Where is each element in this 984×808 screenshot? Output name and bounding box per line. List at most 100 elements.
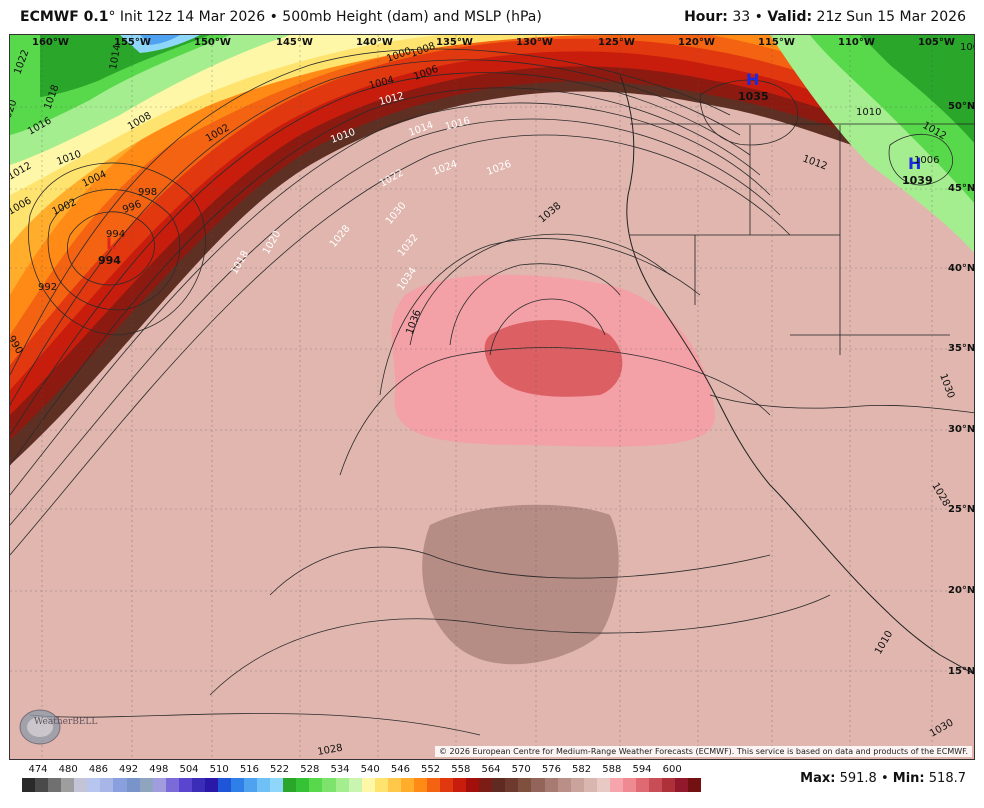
colorbar-segment bbox=[204, 778, 218, 792]
colorbar-label: 570 bbox=[511, 764, 531, 775]
colorbar-label: 504 bbox=[179, 764, 199, 775]
isobar-1008-arc bbox=[10, 102, 771, 496]
hour-value: 33 bbox=[732, 9, 751, 25]
colorbar-segment bbox=[257, 778, 271, 792]
colorbar-label: 552 bbox=[421, 764, 441, 775]
isobar-low-998 bbox=[28, 162, 206, 336]
isobar-1000-arc bbox=[10, 48, 731, 376]
lat-20n: 20°N bbox=[948, 585, 975, 596]
colorbar-segment bbox=[152, 778, 166, 792]
max-min-readout: Max: 591.8 • Min: 518.7 bbox=[800, 771, 966, 786]
graticule bbox=[10, 35, 974, 759]
colorbar-segment bbox=[440, 778, 454, 792]
latitude-labels: 50°N 45°N 40°N 35°N 30°N 25°N 20°N 15°N bbox=[948, 101, 975, 677]
lon-110w: 110°W bbox=[838, 37, 875, 48]
colorbar-segment bbox=[335, 778, 349, 792]
valid-label: Valid: bbox=[767, 9, 813, 25]
colorbar-segment bbox=[100, 778, 114, 792]
colorbar-segment bbox=[296, 778, 310, 792]
colorbar-segment bbox=[413, 778, 427, 792]
colorbar-segment bbox=[22, 778, 36, 792]
colorbar-segment bbox=[635, 778, 649, 792]
isobar-label: 994 bbox=[106, 229, 125, 240]
colorbar-segment bbox=[139, 778, 153, 792]
colorbar-segment bbox=[270, 778, 284, 792]
min-label: Min: bbox=[892, 771, 925, 786]
colorbar-segment bbox=[675, 778, 689, 792]
lon-145w: 145°W bbox=[276, 37, 313, 48]
isobar-label: 992 bbox=[38, 282, 57, 293]
lon-125w: 125°W bbox=[598, 37, 635, 48]
height-max-core bbox=[484, 320, 623, 397]
colorbar-segment bbox=[126, 778, 140, 792]
colorbar-segment bbox=[518, 778, 532, 792]
lat-50n: 50°N bbox=[948, 101, 975, 112]
isobar-1012-south bbox=[29, 713, 481, 736]
colorbar-segment bbox=[400, 778, 414, 792]
high-center-letter-1: H bbox=[746, 70, 759, 89]
lat-15n: 15°N bbox=[948, 666, 975, 677]
lon-130w: 130°W bbox=[516, 37, 553, 48]
isobar-label: 1008 bbox=[960, 42, 975, 53]
isobar-high-1034 bbox=[699, 79, 799, 146]
isobar-1022 bbox=[409, 233, 671, 346]
colorbar-segment bbox=[596, 778, 610, 792]
title-separator: • bbox=[269, 9, 278, 25]
colorbar-label: 546 bbox=[390, 764, 410, 775]
colorbar-segment bbox=[309, 778, 323, 792]
colorbar-segment bbox=[570, 778, 584, 792]
colorbar-segment bbox=[426, 778, 440, 792]
hour-label: Hour: bbox=[684, 9, 728, 25]
longitude-labels: 160°W 155°W 150°W 145°W 140°W 135°W 130°… bbox=[32, 37, 955, 48]
colorbar-segment bbox=[453, 778, 467, 792]
colorbar-labels: 474 480 486 492 498 504 510 516 522 528 534 540 546 5… bbox=[22, 764, 702, 778]
isobar-1024 bbox=[449, 263, 621, 346]
colorbar-segment bbox=[61, 778, 75, 792]
colorbar-segment bbox=[466, 778, 480, 792]
colorbar-segment bbox=[505, 778, 519, 792]
lon-105w: 105°W bbox=[918, 37, 955, 48]
isobar-label: 1014 bbox=[108, 44, 123, 71]
colorbar-segment bbox=[283, 778, 297, 792]
colorbar-segment bbox=[48, 778, 62, 792]
lat-45n: 45°N bbox=[948, 183, 975, 194]
colorbar-label: 480 bbox=[58, 764, 78, 775]
coastline bbox=[619, 74, 974, 675]
colorbar-segment bbox=[244, 778, 258, 792]
lon-155w: 155°W bbox=[114, 37, 151, 48]
isobar-low-996 bbox=[47, 189, 181, 311]
colorbar-segment bbox=[622, 778, 636, 792]
isobar-1012-arc bbox=[10, 134, 791, 556]
colorbar-label: 474 bbox=[28, 764, 48, 775]
colorbar-segment bbox=[544, 778, 558, 792]
isobar-label: 1028 bbox=[317, 743, 344, 758]
isobar-1014 bbox=[209, 594, 831, 696]
band-red-orange bbox=[10, 35, 974, 390]
lat-25n: 25°N bbox=[948, 504, 975, 515]
copyright-notice: © 2026 European Centre for Medium-Range … bbox=[435, 746, 972, 757]
colorbar-segment bbox=[165, 778, 179, 792]
isobar-label: 1020 bbox=[10, 98, 20, 126]
band-blue-light bbox=[120, 35, 200, 53]
isobars bbox=[10, 48, 953, 736]
isobar-1018 bbox=[339, 347, 771, 476]
lat-40n: 40°N bbox=[948, 263, 975, 274]
high-center-value-2: 1039 bbox=[902, 174, 933, 187]
isobar-label: 1006 bbox=[914, 155, 939, 166]
colorbar bbox=[22, 778, 702, 792]
min-value: 518.7 bbox=[928, 771, 966, 786]
band-orange bbox=[10, 35, 974, 365]
low-center-value: 994 bbox=[98, 254, 121, 267]
forecast-map[interactable]: 160°W 155°W 150°W 145°W 140°W 135°W 130°… bbox=[9, 34, 975, 760]
isobar-high-1038 bbox=[888, 133, 953, 186]
colorbar-label: 588 bbox=[602, 764, 622, 775]
isobar-1010-arc bbox=[10, 118, 781, 526]
colorbar-label: 600 bbox=[662, 764, 682, 775]
lon-140w: 140°W bbox=[356, 37, 393, 48]
isobar-label: 998 bbox=[138, 187, 157, 198]
colorbar-segment bbox=[583, 778, 597, 792]
colorbar-label: 522 bbox=[270, 764, 290, 775]
isobar-1002-arc bbox=[10, 59, 741, 406]
colorbar-segment bbox=[178, 778, 192, 792]
lat-30n: 30°N bbox=[948, 424, 975, 435]
